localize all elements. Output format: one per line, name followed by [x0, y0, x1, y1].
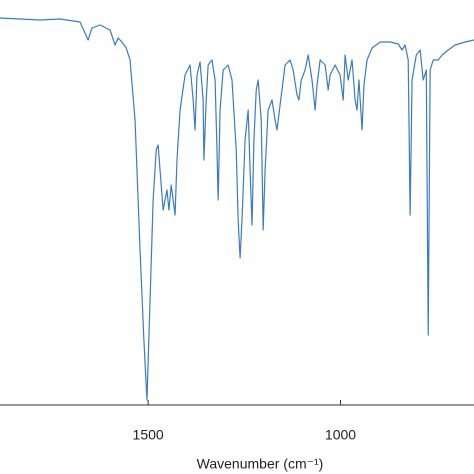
x-tick-label: 1000	[325, 427, 356, 443]
spectrum-line	[0, 17, 474, 401]
x-tick-label: 1500	[133, 427, 164, 443]
x-axis-label: Wavenumber (cm⁻¹)	[197, 456, 324, 472]
